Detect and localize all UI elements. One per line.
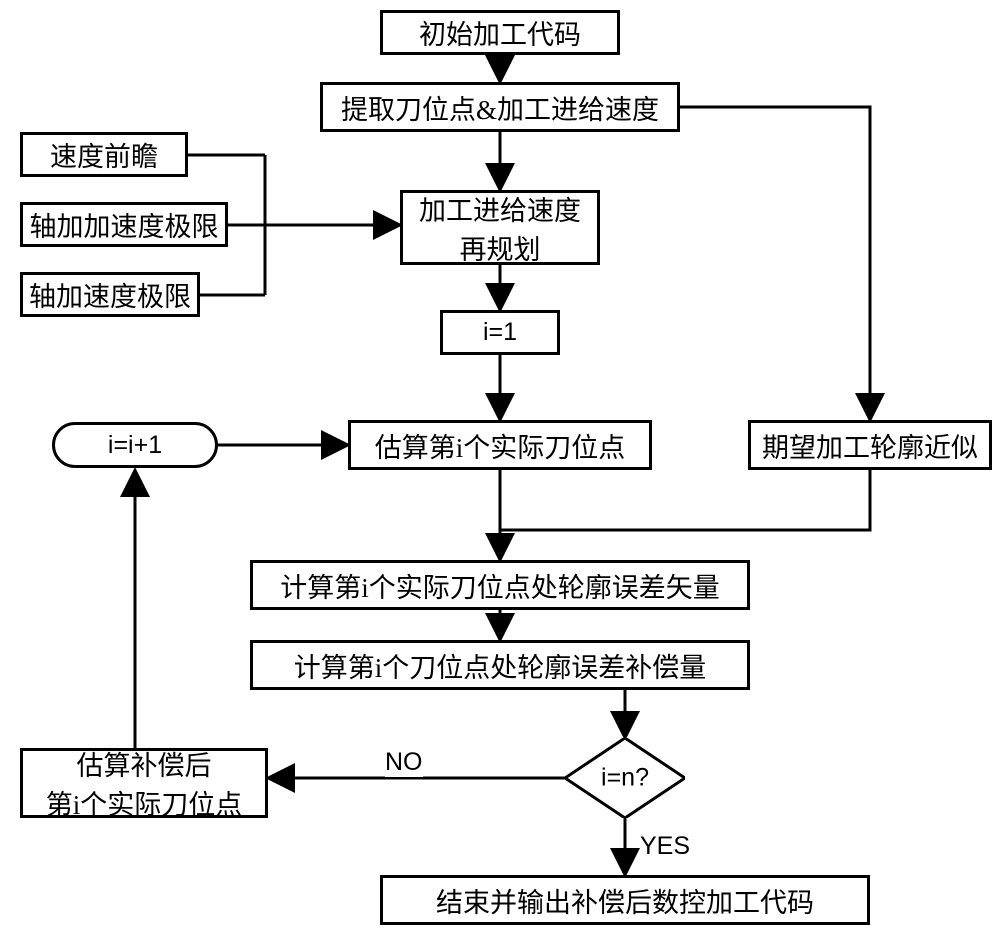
node-label: 估算补偿后 第i个实际刀位点 [46, 744, 243, 822]
node-label: i=i+1 [108, 431, 162, 460]
node-calc-compensation: 计算第i个刀位点处轮廓误差补偿量 [250, 640, 750, 690]
node-extract-toolpoint: 提取刀位点&加工进给速度 [320, 82, 680, 132]
node-initial-code: 初始加工代码 [380, 10, 620, 55]
node-feed-replan: 加工进给速度 再规划 [400, 190, 600, 265]
node-i-init: i=1 [440, 310, 560, 355]
node-label: 结束并输出补偿后数控加工代码 [436, 881, 814, 920]
node-label: 估算第i个实际刀位点 [375, 426, 626, 465]
node-label: 轴加加速度极限 [30, 205, 219, 244]
node-speed-lookahead: 速度前瞻 [20, 132, 188, 177]
flowchart-canvas: 初始加工代码 提取刀位点&加工进给速度 速度前瞻 轴加加速度极限 轴加速度极限 … [0, 0, 1000, 944]
node-label: i=1 [483, 318, 517, 347]
edge-label-yes: YES [640, 832, 690, 861]
node-label: 速度前瞻 [50, 135, 158, 174]
node-label: 初始加工代码 [419, 13, 581, 52]
node-label: i=n? [601, 764, 649, 793]
node-label: 期望加工轮廓近似 [762, 426, 978, 465]
edge-label-no: NO [385, 748, 423, 777]
node-estimate-actual-i: 估算第i个实际刀位点 [348, 420, 652, 470]
node-decision-i-eq-n: i=n? [565, 738, 685, 818]
node-accel-limit: 轴加速度极限 [20, 272, 200, 317]
edge-text: YES [640, 832, 690, 860]
node-calc-error-vector: 计算第i个实际刀位点处轮廓误差矢量 [250, 560, 750, 610]
node-label: 轴加速度极限 [29, 275, 191, 314]
node-i-increment: i=i+1 [52, 422, 218, 468]
node-label: 提取刀位点&加工进给速度 [341, 88, 659, 127]
node-label: 计算第i个刀位点处轮廓误差补偿量 [294, 646, 707, 685]
edge-text: NO [385, 748, 423, 776]
node-jerk-limit: 轴加加速度极限 [20, 202, 228, 247]
node-label: 计算第i个实际刀位点处轮廓误差矢量 [280, 566, 720, 605]
node-estimate-after-comp: 估算补偿后 第i个实际刀位点 [20, 748, 268, 818]
node-expected-contour: 期望加工轮廓近似 [748, 420, 992, 470]
node-end-output: 结束并输出补偿后数控加工代码 [380, 875, 870, 925]
node-label: 加工进给速度 再规划 [419, 189, 581, 267]
